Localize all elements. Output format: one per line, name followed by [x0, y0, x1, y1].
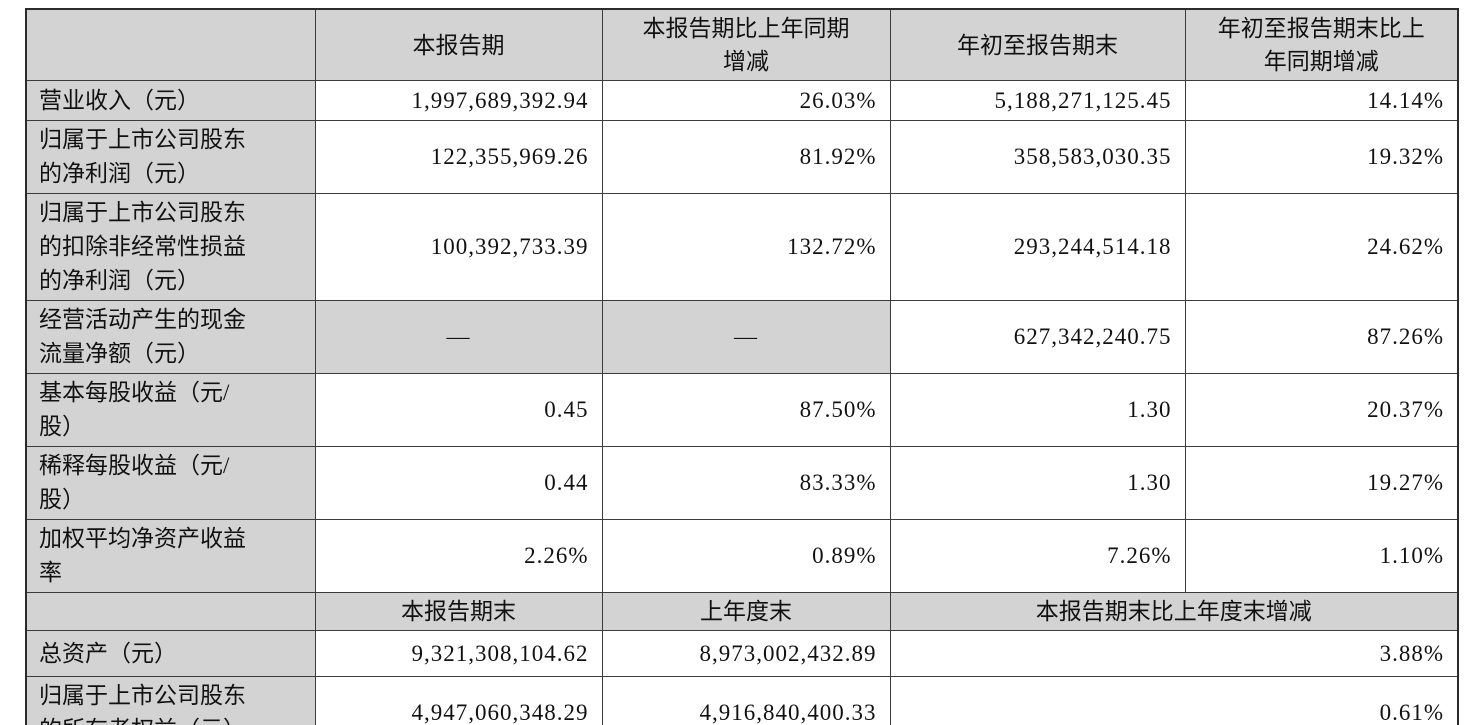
- cell-value: 2.26%: [314, 519, 603, 593]
- row-label-net-profit-attributable: 归属于上市公司股东 的净利润（元）: [25, 120, 316, 194]
- row-label-net-profit-excl-nonrecurring: 归属于上市公司股东 的扣除非经常性损益 的净利润（元）: [25, 193, 316, 301]
- financial-summary-table: 本报告期 本报告期比上年同期 增减 年初至报告期末 年初至报告期末比上 年同期增…: [25, 8, 1459, 725]
- cell-value: 26.03%: [601, 80, 891, 121]
- header-current-period-yoy-change: 本报告期比上年同期 增减: [601, 8, 891, 81]
- table-header-row-period-end: 本报告期末 上年度末 本报告期末比上年度末增减: [25, 592, 1459, 631]
- cell-value: 3.88%: [889, 630, 1459, 677]
- cell-value: 122,355,969.26: [314, 120, 603, 194]
- cell-value: 5,188,271,125.45: [889, 80, 1186, 121]
- cell-value: 1.30: [889, 373, 1186, 447]
- cell-value: 1.30: [889, 446, 1186, 520]
- cell-value: 100,392,733.39: [314, 193, 603, 301]
- table-header-row-period: 本报告期 本报告期比上年同期 增减 年初至报告期末 年初至报告期末比上 年同期增…: [25, 8, 1459, 81]
- header-current-period: 本报告期: [314, 8, 603, 81]
- row-label-operating-revenue: 营业收入（元）: [25, 80, 316, 121]
- row-label-total-assets: 总资产（元）: [25, 630, 316, 677]
- cell-value: 9,321,308,104.62: [314, 630, 603, 677]
- table-row: 加权平均净资产收益 率 2.26% 0.89% 7.26% 1.10%: [25, 519, 1459, 593]
- header-year-to-date-yoy-change: 年初至报告期末比上 年同期增减: [1184, 8, 1459, 81]
- cell-value: 0.45: [314, 373, 603, 447]
- cell-not-applicable: —: [314, 300, 603, 374]
- table-row: 稀释每股收益（元/ 股） 0.44 83.33% 1.30 19.27%: [25, 446, 1459, 520]
- cell-not-applicable: —: [601, 300, 891, 374]
- cell-value: 0.44: [314, 446, 603, 520]
- cell-value: 1,997,689,392.94: [314, 80, 603, 121]
- cell-value: 19.27%: [1184, 446, 1459, 520]
- cell-value: 0.89%: [601, 519, 891, 593]
- header-end-of-last-year: 上年度末: [601, 592, 891, 631]
- cell-value: 7.26%: [889, 519, 1186, 593]
- corner-cell: [25, 8, 316, 81]
- cell-value: 87.26%: [1184, 300, 1459, 374]
- table-row: 归属于上市公司股东 的扣除非经常性损益 的净利润（元） 100,392,733.…: [25, 193, 1459, 301]
- table-row: 归属于上市公司股东 的净利润（元） 122,355,969.26 81.92% …: [25, 120, 1459, 194]
- cell-value: 627,342,240.75: [889, 300, 1186, 374]
- cell-value: 132.72%: [601, 193, 891, 301]
- row-label-diluted-eps: 稀释每股收益（元/ 股）: [25, 446, 316, 520]
- row-label-equity-attributable: 归属于上市公司股东 的所有者权益（元）: [25, 676, 316, 725]
- cell-value: 358,583,030.35: [889, 120, 1186, 194]
- cell-value: 1.10%: [1184, 519, 1459, 593]
- cell-value: 4,947,060,348.29: [314, 676, 603, 725]
- row-label-basic-eps: 基本每股收益（元/ 股）: [25, 373, 316, 447]
- cell-value: 20.37%: [1184, 373, 1459, 447]
- row-label-weighted-avg-roe: 加权平均净资产收益 率: [25, 519, 316, 593]
- cell-value: 8,973,002,432.89: [601, 630, 891, 677]
- cell-value: 83.33%: [601, 446, 891, 520]
- cell-value: 81.92%: [601, 120, 891, 194]
- header-end-of-current-period: 本报告期末: [314, 592, 603, 631]
- table-row: 总资产（元） 9,321,308,104.62 8,973,002,432.89…: [25, 630, 1459, 677]
- row-label-operating-cash-flow: 经营活动产生的现金 流量净额（元）: [25, 300, 316, 374]
- cell-value: 24.62%: [1184, 193, 1459, 301]
- table-row: 经营活动产生的现金 流量净额（元） — — 627,342,240.75 87.…: [25, 300, 1459, 374]
- corner-cell: [25, 592, 316, 631]
- header-period-end-vs-last-year-change: 本报告期末比上年度末增减: [889, 592, 1459, 631]
- cell-value: 4,916,840,400.33: [601, 676, 891, 725]
- cell-value: 14.14%: [1184, 80, 1459, 121]
- cell-value: 0.61%: [889, 676, 1459, 725]
- cell-value: 87.50%: [601, 373, 891, 447]
- header-year-to-date: 年初至报告期末: [889, 8, 1186, 81]
- cell-value: 19.32%: [1184, 120, 1459, 194]
- table-row: 基本每股收益（元/ 股） 0.45 87.50% 1.30 20.37%: [25, 373, 1459, 447]
- table-row: 营业收入（元） 1,997,689,392.94 26.03% 5,188,27…: [25, 80, 1459, 121]
- cell-value: 293,244,514.18: [889, 193, 1186, 301]
- table-row: 归属于上市公司股东 的所有者权益（元） 4,947,060,348.29 4,9…: [25, 676, 1459, 725]
